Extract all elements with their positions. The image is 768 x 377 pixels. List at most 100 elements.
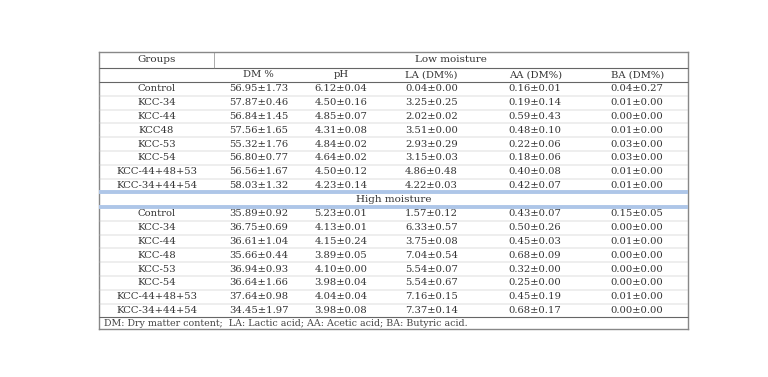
Text: pH: pH (333, 70, 349, 79)
Text: 56.80±0.77: 56.80±0.77 (229, 153, 288, 162)
Text: 4.86±0.48: 4.86±0.48 (405, 167, 458, 176)
Text: 5.54±0.07: 5.54±0.07 (405, 265, 458, 274)
Text: 56.56±1.67: 56.56±1.67 (229, 167, 288, 176)
Text: 4.15±0.24: 4.15±0.24 (314, 237, 368, 246)
Text: 7.04±0.54: 7.04±0.54 (405, 251, 458, 260)
Text: 3.51±0.00: 3.51±0.00 (405, 126, 458, 135)
Text: 3.75±0.08: 3.75±0.08 (405, 237, 458, 246)
Text: KCC-44+48+53: KCC-44+48+53 (116, 167, 197, 176)
Text: DM %: DM % (243, 70, 274, 79)
Text: 0.00±0.00: 0.00±0.00 (611, 251, 664, 260)
Text: 0.01±0.00: 0.01±0.00 (611, 167, 664, 176)
Text: 4.84±0.02: 4.84±0.02 (314, 139, 367, 149)
Text: KCC-53: KCC-53 (137, 265, 176, 274)
Text: 3.98±0.04: 3.98±0.04 (314, 278, 367, 287)
Text: 0.03±0.00: 0.03±0.00 (611, 153, 664, 162)
Text: KCC-34+44+54: KCC-34+44+54 (116, 306, 197, 315)
Text: 0.01±0.00: 0.01±0.00 (611, 181, 664, 190)
Text: 0.68±0.17: 0.68±0.17 (508, 306, 561, 315)
Text: 2.93±0.29: 2.93±0.29 (405, 139, 458, 149)
Text: KCC-44+48+53: KCC-44+48+53 (116, 292, 197, 301)
Text: 0.22±0.06: 0.22±0.06 (509, 139, 561, 149)
Text: 6.33±0.57: 6.33±0.57 (406, 223, 458, 232)
Text: 0.59±0.43: 0.59±0.43 (508, 112, 561, 121)
Text: 0.01±0.00: 0.01±0.00 (611, 237, 664, 246)
Text: 0.04±0.00: 0.04±0.00 (405, 84, 458, 93)
Text: 34.45±1.97: 34.45±1.97 (229, 306, 288, 315)
Text: 4.04±0.04: 4.04±0.04 (314, 292, 368, 301)
Text: KCC48: KCC48 (139, 126, 174, 135)
Text: 36.75±0.69: 36.75±0.69 (229, 223, 288, 232)
Text: 0.01±0.00: 0.01±0.00 (611, 292, 664, 301)
Text: KCC-54: KCC-54 (137, 153, 176, 162)
Text: DM: Dry matter content;  LA: Lactic acid; AA: Acetic acid; BA: Butyric acid.: DM: Dry matter content; LA: Lactic acid;… (104, 319, 468, 328)
Text: 3.98±0.08: 3.98±0.08 (315, 306, 367, 315)
Text: 0.19±0.14: 0.19±0.14 (508, 98, 561, 107)
Text: KCC-53: KCC-53 (137, 139, 176, 149)
Text: KCC-54: KCC-54 (137, 278, 176, 287)
Text: LA (DM%): LA (DM%) (406, 70, 458, 79)
Text: BA (DM%): BA (DM%) (611, 70, 664, 79)
Text: 35.89±0.92: 35.89±0.92 (229, 209, 288, 218)
Text: AA (DM%): AA (DM%) (508, 70, 561, 79)
Text: 3.25±0.25: 3.25±0.25 (405, 98, 458, 107)
Text: 57.56±1.65: 57.56±1.65 (229, 126, 288, 135)
Text: 3.15±0.03: 3.15±0.03 (405, 153, 458, 162)
Text: 0.50±0.26: 0.50±0.26 (509, 223, 561, 232)
Text: Low moisture: Low moisture (415, 55, 487, 64)
Text: KCC-34+44+54: KCC-34+44+54 (116, 181, 197, 190)
Text: 0.68±0.09: 0.68±0.09 (509, 251, 561, 260)
Text: Groups: Groups (137, 55, 176, 64)
Text: 0.15±0.05: 0.15±0.05 (611, 209, 664, 218)
Text: 0.45±0.19: 0.45±0.19 (508, 292, 561, 301)
Text: 1.57±0.12: 1.57±0.12 (405, 209, 458, 218)
Text: High moisture: High moisture (356, 195, 432, 204)
Text: 7.37±0.14: 7.37±0.14 (405, 306, 458, 315)
Text: 58.03±1.32: 58.03±1.32 (229, 181, 288, 190)
Text: 5.54±0.67: 5.54±0.67 (405, 278, 458, 287)
Text: 4.23±0.14: 4.23±0.14 (314, 181, 368, 190)
Text: 0.00±0.00: 0.00±0.00 (611, 278, 664, 287)
Text: 6.12±0.04: 6.12±0.04 (314, 84, 367, 93)
Text: KCC-34: KCC-34 (137, 223, 176, 232)
Text: 7.16±0.15: 7.16±0.15 (405, 292, 458, 301)
Text: 0.00±0.00: 0.00±0.00 (611, 265, 664, 274)
Text: 56.95±1.73: 56.95±1.73 (229, 84, 288, 93)
Text: 56.84±1.45: 56.84±1.45 (229, 112, 288, 121)
Text: 0.04±0.27: 0.04±0.27 (611, 84, 664, 93)
Text: 36.61±1.04: 36.61±1.04 (229, 237, 288, 246)
Text: KCC-34: KCC-34 (137, 98, 176, 107)
Text: 4.85±0.07: 4.85±0.07 (314, 112, 367, 121)
Text: 0.40±0.08: 0.40±0.08 (508, 167, 561, 176)
Text: 3.89±0.05: 3.89±0.05 (315, 251, 367, 260)
Text: 36.64±1.66: 36.64±1.66 (229, 278, 288, 287)
Text: 0.01±0.00: 0.01±0.00 (611, 98, 664, 107)
Text: 0.48±0.10: 0.48±0.10 (508, 126, 561, 135)
Text: 5.23±0.01: 5.23±0.01 (314, 209, 367, 218)
Text: 37.64±0.98: 37.64±0.98 (229, 292, 288, 301)
Text: 0.18±0.06: 0.18±0.06 (508, 153, 561, 162)
Text: 57.87±0.46: 57.87±0.46 (229, 98, 288, 107)
Text: Control: Control (137, 84, 176, 93)
Text: 4.50±0.12: 4.50±0.12 (314, 167, 367, 176)
Text: 2.02±0.02: 2.02±0.02 (405, 112, 458, 121)
Text: 0.43±0.07: 0.43±0.07 (508, 209, 561, 218)
Text: 36.94±0.93: 36.94±0.93 (229, 265, 288, 274)
Text: 0.01±0.00: 0.01±0.00 (611, 126, 664, 135)
Text: 4.10±0.00: 4.10±0.00 (314, 265, 367, 274)
Text: 0.45±0.03: 0.45±0.03 (508, 237, 561, 246)
Text: 35.66±0.44: 35.66±0.44 (229, 251, 288, 260)
Text: KCC-44: KCC-44 (137, 112, 176, 121)
Text: 0.16±0.01: 0.16±0.01 (508, 84, 561, 93)
Text: KCC-48: KCC-48 (137, 251, 176, 260)
Text: Control: Control (137, 209, 176, 218)
Text: 4.31±0.08: 4.31±0.08 (314, 126, 367, 135)
Text: 4.13±0.01: 4.13±0.01 (314, 223, 368, 232)
Text: 0.03±0.00: 0.03±0.00 (611, 139, 664, 149)
Text: 0.00±0.00: 0.00±0.00 (611, 112, 664, 121)
Text: KCC-44: KCC-44 (137, 237, 176, 246)
Text: 0.32±0.00: 0.32±0.00 (508, 265, 561, 274)
Text: 4.64±0.02: 4.64±0.02 (314, 153, 367, 162)
Text: 0.42±0.07: 0.42±0.07 (508, 181, 561, 190)
Text: 4.22±0.03: 4.22±0.03 (405, 181, 458, 190)
